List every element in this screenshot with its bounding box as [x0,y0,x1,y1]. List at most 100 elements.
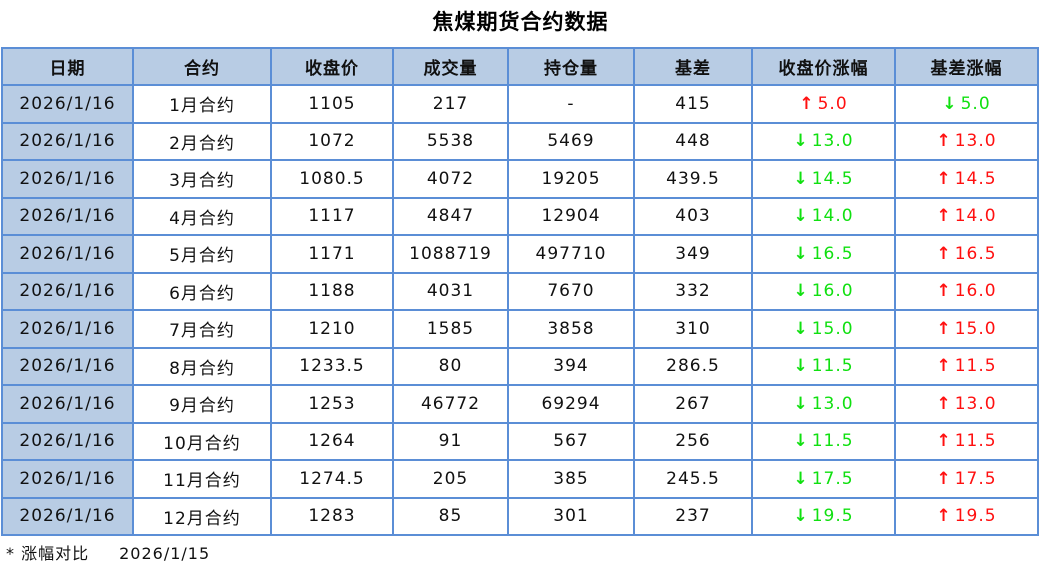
cell-contract: 7月合约 [132,309,272,349]
cell-basis-change: ↑ 16.0 [894,271,1039,311]
arrow-up-icon: ↑ [936,468,952,489]
cell-open-interest: 567 [507,421,635,461]
arrow-up-icon: ↑ [936,506,952,527]
cell-basis-change: ↑ 14.5 [894,159,1039,199]
cell-close-price: 1264 [270,421,394,461]
cell-basis: 349 [633,234,753,274]
table-row: 2026/1/16 4月合约 1117 4847 12904 403 ↓ 14.0 ↑ 14.0 [1,196,1039,236]
header-volume: 成交量 [392,47,509,86]
futures-table: 日期 合约 收盘价 成交量 持仓量 基差 收盘价涨幅 基差涨幅 2026/1/16 1月合约 11… [1,47,1039,536]
cell-close-change: ↓ 16.0 [751,271,896,311]
arrow-up-icon: ↑ [936,168,952,189]
table-row: 2026/1/16 8月合约 1233.5 80 394 286.5 ↓ 11.5 ↑ 11.5 [1,346,1039,386]
cell-close-price: 1233.5 [270,346,394,386]
cell-basis-change: ↓ 5.0 [894,84,1039,124]
table-row: 2026/1/16 9月合约 1253 46772 69294 267 ↓ 13.0 ↑ 13.0 [1,384,1039,424]
change-value: 16.0 [954,281,997,302]
cell-volume: 4847 [392,196,509,236]
footer-date: 2026/1/15 [119,544,211,563]
arrow-down-icon: ↓ [793,506,809,527]
change-value: 14.5 [954,168,997,189]
table-row: 2026/1/16 2月合约 1072 5538 5469 448 ↓ 13.0 ↑ 13.0 [1,121,1039,161]
cell-basis: 256 [633,421,753,461]
cell-date: 2026/1/16 [1,384,134,424]
page-title: 焦煤期货合约数据 [432,10,609,34]
cell-basis: 403 [633,196,753,236]
change-value: 16.5 [954,243,997,264]
change-value: 5.0 [817,93,848,114]
cell-basis: 310 [633,309,753,349]
header-contract: 合约 [132,47,272,86]
table-row: 2026/1/16 1月合约 1105 217-415 ↑ 5.0 ↓ 5.0 [1,84,1039,124]
cell-close-change: ↑ 5.0 [751,84,896,124]
cell-volume: 217 [392,84,509,124]
arrow-down-icon: ↓ [793,168,809,189]
cell-close-price: 1171 [270,234,394,274]
cell-date: 2026/1/16 [1,121,134,161]
cell-open-interest: 394 [507,346,635,386]
cell-close-price: 1105 [270,84,394,124]
cell-close-change: ↓ 16.5 [751,234,896,274]
change-value: 16.5 [811,243,854,264]
cell-date: 2026/1/16 [1,421,134,461]
cell-close-change: ↓ 17.5 [751,459,896,499]
cell-date: 2026/1/16 [1,196,134,236]
arrow-up-icon: ↑ [936,243,952,264]
change-value: 17.5 [811,468,854,489]
header-close-change: 收盘价涨幅 [751,47,896,86]
arrow-up-icon: ↑ [936,206,952,227]
cell-open-interest: 301 [507,496,635,536]
cell-close-price: 1210 [270,309,394,349]
cell-contract: 4月合约 [132,196,272,236]
change-value: 13.0 [811,131,854,152]
cell-volume: 4072 [392,159,509,199]
cell-open-interest: 12904 [507,196,635,236]
cell-close-change: ↓ 11.5 [751,421,896,461]
cell-open-interest: 497710 [507,234,635,274]
cell-close-change: ↓ 15.0 [751,309,896,349]
cell-volume: 5538 [392,121,509,161]
change-value: 16.0 [811,281,854,302]
table-row: 2026/1/16 11月合约 1274.5 205 385 245.5 ↓ 17.5 ↑ 17.… [1,459,1039,499]
cell-date: 2026/1/16 [1,346,134,386]
cell-contract: 1月合约 [132,84,272,124]
cell-date: 2026/1/16 [1,459,134,499]
cell-close-change: ↓ 19.5 [751,496,896,536]
cell-close-price: 1188 [270,271,394,311]
cell-volume: 46772 [392,384,509,424]
cell-close-change: ↓ 13.0 [751,121,896,161]
table-row: 2026/1/16 12月合约 1283 85 301 237 ↓ 19.5 ↑ 19.5 [1,496,1039,536]
table-row: 2026/1/16 5月合约 1171 1088719 497710 349 ↓ 16.5 ↑ 1… [1,234,1039,274]
change-value: 11.5 [954,356,997,377]
arrow-down-icon: ↓ [793,356,809,377]
cell-basis-change: ↑ 16.5 [894,234,1039,274]
header-basis: 基差 [633,47,753,86]
cell-volume: 4031 [392,271,509,311]
arrow-down-icon: ↓ [793,131,809,152]
cell-basis: 245.5 [633,459,753,499]
cell-contract: 9月合约 [132,384,272,424]
arrow-up-icon: ↑ [936,356,952,377]
cell-date: 2026/1/16 [1,84,134,124]
cell-basis-change: ↑ 13.0 [894,121,1039,161]
arrow-up-icon: ↑ [936,431,952,452]
change-value: 5.0 [960,93,991,114]
cell-contract: 6月合约 [132,271,272,311]
cell-contract: 2月合约 [132,121,272,161]
arrow-up-icon: ↑ [936,393,952,414]
arrow-down-icon: ↓ [793,281,809,302]
cell-close-change: ↓ 11.5 [751,346,896,386]
cell-close-price: 1283 [270,496,394,536]
header-open-interest: 持仓量 [507,47,635,86]
cell-close-price: 1253 [270,384,394,424]
change-value: 17.5 [954,468,997,489]
arrow-down-icon: ↓ [793,431,809,452]
cell-date: 2026/1/16 [1,271,134,311]
cell-volume: 85 [392,496,509,536]
footer-label: * 涨幅对比 [6,544,90,563]
cell-open-interest: 19205 [507,159,635,199]
cell-volume: 1585 [392,309,509,349]
cell-open-interest: 5469 [507,121,635,161]
cell-basis-change: ↑ 17.5 [894,459,1039,499]
footer-note: * 涨幅对比 2026/1/15 [6,540,240,564]
